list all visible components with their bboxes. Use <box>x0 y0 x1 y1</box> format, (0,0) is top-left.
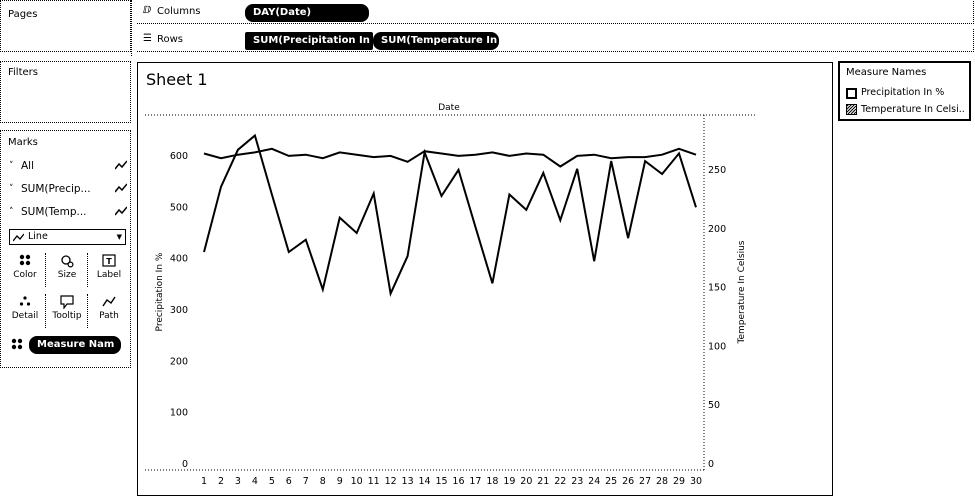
sheet-frame <box>137 62 833 496</box>
marks-label: Marks <box>8 137 38 148</box>
marks-item-precipitation[interactable]: ˅ SUM(Precip... <box>9 180 127 198</box>
legend-title: Measure Names <box>846 67 927 78</box>
legend-item-label: Temperature In Celsi.. <box>861 104 965 115</box>
tooltip-bubble-icon <box>60 295 74 309</box>
filters-card[interactable]: Filters <box>0 61 131 123</box>
legend-swatch-solid-icon <box>846 88 857 99</box>
line-mark-icon <box>13 233 24 242</box>
caret-icon: ˅ <box>9 161 14 171</box>
filters-label: Filters <box>8 67 38 78</box>
detail-button-label: Detail <box>11 311 39 321</box>
divider <box>45 294 46 328</box>
measure-names-pill[interactable]: Measure Nam <box>29 336 121 354</box>
path-line-icon <box>102 296 116 307</box>
dropdown-arrow-icon: ▼ <box>116 233 122 241</box>
marks-item-label: SUM(Precip... <box>21 183 91 195</box>
label-button[interactable]: T Label <box>92 251 126 287</box>
legend-swatch-hatched-icon <box>846 104 857 115</box>
marks-item-label: All <box>21 160 35 172</box>
pages-label: Pages <box>8 9 38 20</box>
rows-pill-precipitation[interactable]: SUM(Precipitation In <box>245 32 373 50</box>
tooltip-button-label: Tooltip <box>52 311 82 321</box>
size-button[interactable]: Size <box>50 251 84 287</box>
caret-icon: ˄ <box>9 207 14 217</box>
size-icon <box>61 255 74 268</box>
size-button-label: Size <box>57 270 77 280</box>
marks-item-temperature[interactable]: ˄ SUM(Temp... <box>9 203 127 221</box>
label-t-icon: T <box>102 254 116 267</box>
detail-button[interactable]: Detail <box>8 292 42 328</box>
rows-pill-temperature[interactable]: SUM(Temperature In <box>373 32 499 50</box>
columns-shelf[interactable]: ⅅ Columns DAY(Date) <box>137 1 974 24</box>
marks-card: Marks ˅ All ˅ SUM(Precip... ˄ SUM(Temp..… <box>0 130 131 368</box>
path-button-label: Path <box>99 311 119 321</box>
mark-type-value: Line <box>28 231 48 242</box>
color-button[interactable]: Color <box>8 251 42 287</box>
rows-icon: ☰ <box>143 33 152 44</box>
legend-item-temperature[interactable]: Temperature In Celsi.. <box>846 104 970 116</box>
rows-shelf[interactable]: ☰ Rows SUM(Precipitation In SUM(Temperat… <box>137 29 974 52</box>
path-button[interactable]: Path <box>92 292 126 328</box>
sheet-title: Sheet 1 <box>146 70 208 89</box>
columns-label: Columns <box>157 6 201 17</box>
mark-type-select[interactable]: Line ▼ <box>9 229 126 245</box>
svg-text:T: T <box>106 257 112 266</box>
legend-item-precipitation[interactable]: Precipitation In % <box>846 87 966 99</box>
line-mark-icon <box>115 160 127 170</box>
line-mark-icon <box>115 183 127 193</box>
color-dots-icon <box>19 254 31 266</box>
columns-icon: ⅅ <box>143 5 152 16</box>
line-mark-icon <box>115 206 127 216</box>
tooltip-button[interactable]: Tooltip <box>50 292 84 328</box>
marks-item-label: SUM(Temp... <box>21 206 87 218</box>
caret-icon: ˅ <box>9 184 14 194</box>
columns-pill-day-date[interactable]: DAY(Date) <box>245 4 369 22</box>
legend-card[interactable]: Measure Names Precipitation In % Tempera… <box>838 61 971 121</box>
detail-dots-icon <box>19 296 31 306</box>
divider <box>45 253 46 287</box>
marks-item-all[interactable]: ˅ All <box>9 157 127 175</box>
legend-item-label: Precipitation In % <box>861 87 945 98</box>
divider <box>87 294 88 328</box>
shelf-divider <box>131 0 132 56</box>
divider <box>87 253 88 287</box>
color-button-label: Color <box>13 270 37 280</box>
rows-label: Rows <box>157 34 184 45</box>
label-button-label: Label <box>96 270 122 280</box>
color-dots-icon <box>11 338 23 350</box>
pages-card[interactable]: Pages <box>0 0 131 52</box>
